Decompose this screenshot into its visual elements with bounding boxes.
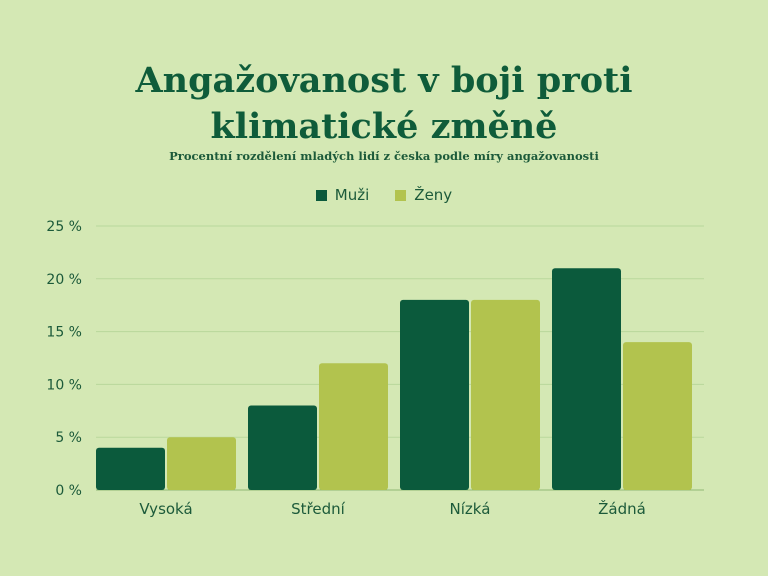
- chart-title-line-2: klimatické změně: [210, 106, 558, 147]
- chart-legend: Muži Ženy: [0, 186, 768, 204]
- legend-item-muzi: Muži: [315, 186, 370, 204]
- legend-item-zeny: Ženy: [395, 186, 452, 204]
- x-tick-label: Střední: [291, 500, 345, 518]
- bar-zeny: [623, 342, 692, 490]
- chart-title-line-1: Angažovanost v boji proti: [135, 60, 633, 101]
- bar-muzi: [248, 405, 317, 490]
- x-tick-label: Vysoká: [139, 500, 192, 518]
- legend-label-zeny: Ženy: [414, 186, 453, 204]
- bar-zeny: [167, 437, 236, 490]
- legend-swatch-muzi: [315, 189, 327, 201]
- y-tick-label: 25 %: [46, 219, 82, 235]
- x-tick-label: Žádná: [598, 499, 646, 518]
- bar-muzi: [96, 447, 165, 490]
- bar-zeny: [319, 363, 388, 490]
- x-tick-label: Nízká: [450, 500, 491, 518]
- y-tick-label: 10 %: [46, 377, 82, 393]
- y-tick-label: 5 %: [55, 430, 82, 446]
- chart-subtitle: Procentní rozdělení mladých lidí z česka…: [169, 149, 599, 163]
- bar-muzi: [400, 299, 469, 490]
- y-tick-label: 20 %: [46, 272, 82, 288]
- bar-zeny: [471, 299, 540, 490]
- y-tick-label: 15 %: [46, 325, 82, 341]
- bar-muzi: [552, 268, 621, 490]
- y-tick-label: 0 %: [55, 483, 82, 499]
- chart-title: Angažovanost v boji proti klimatické změ…: [0, 58, 768, 150]
- legend-label-muzi: Muži: [334, 186, 370, 204]
- legend-swatch-zeny: [395, 189, 407, 201]
